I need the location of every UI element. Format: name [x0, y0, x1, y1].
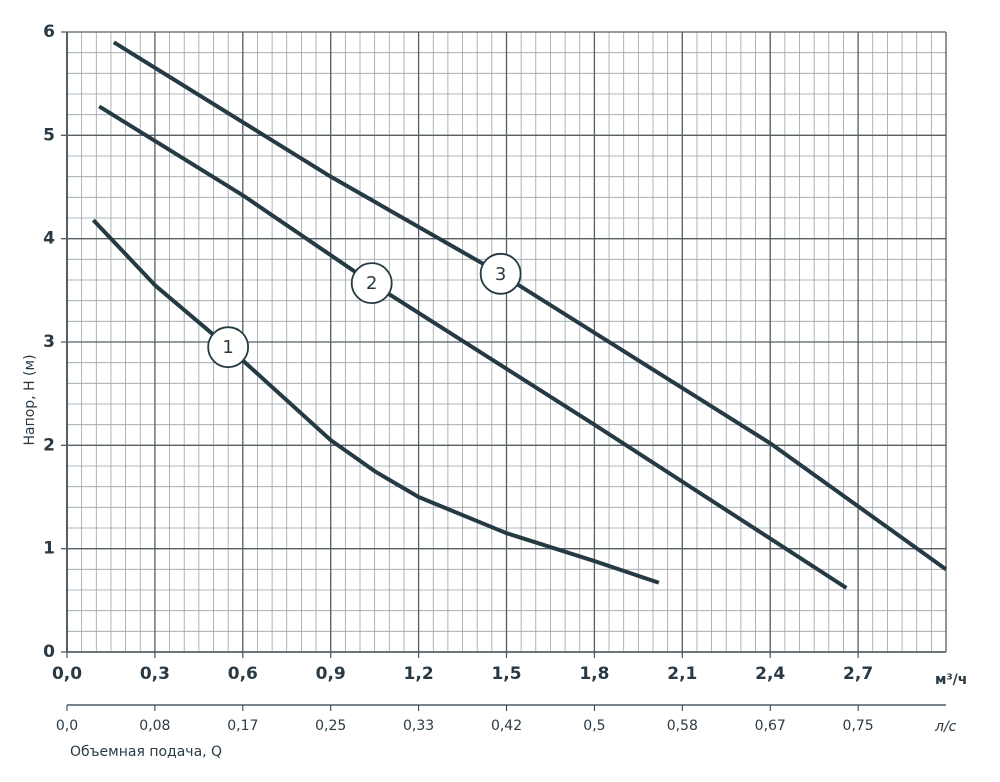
- y-tick-label: 5: [43, 125, 55, 145]
- x2-tick-label: 0,25: [315, 718, 346, 734]
- y-axis-title: Напор, H (м): [22, 354, 38, 445]
- x-tick-label: 0,9: [316, 664, 346, 684]
- series-label-circle: [350, 262, 393, 305]
- x2-tick-label: 0,0: [56, 718, 78, 734]
- x2-tick-label: 0,08: [139, 718, 170, 734]
- y-tick-label: 4: [43, 229, 55, 249]
- series-label: 1: [222, 337, 233, 358]
- series-line: [112, 40, 948, 571]
- x-tick-label: 2,7: [843, 664, 873, 684]
- x2-tick-label: 0,67: [755, 718, 786, 734]
- x-tick-label: 0,3: [140, 664, 170, 684]
- x-tick-label: 1,5: [491, 664, 521, 684]
- y-tick-label: 6: [43, 22, 55, 42]
- x2-tick-label: 0,17: [227, 718, 258, 734]
- x-axis-title: Объемная подача, Q: [70, 744, 222, 760]
- series-label: 2: [366, 273, 377, 294]
- series-label-circle: [207, 326, 250, 369]
- x2-tick-label: 0,5: [583, 718, 605, 734]
- x2-tick-label: 0,58: [667, 718, 698, 734]
- series-label: 3: [495, 264, 506, 285]
- x-unit: м³/ч: [935, 672, 967, 688]
- y-tick-label: 3: [43, 332, 55, 352]
- x-tick-label: 2,1: [667, 664, 697, 684]
- y-tick-label: 1: [43, 539, 55, 559]
- x-tick-label: 0,6: [228, 664, 258, 684]
- series-line: [91, 218, 660, 585]
- x2-unit: л/с: [934, 719, 957, 735]
- x-tick-label: 1,8: [579, 664, 609, 684]
- x2-tick-label: 0,75: [843, 718, 874, 734]
- y-tick-label: 2: [43, 435, 55, 455]
- x-tick-label: 1,2: [404, 664, 434, 684]
- x-tick-label: 2,4: [755, 664, 785, 684]
- series-label-circle: [479, 252, 522, 295]
- x2-tick-label: 0,42: [491, 718, 522, 734]
- y-tick-label: 0: [43, 642, 55, 662]
- x2-tick-label: 0,33: [403, 718, 434, 734]
- x-tick-label: 0,0: [52, 664, 82, 684]
